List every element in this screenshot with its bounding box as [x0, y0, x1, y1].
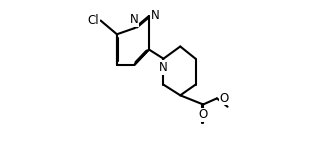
Text: Cl: Cl — [87, 14, 99, 27]
Text: N: N — [159, 61, 168, 74]
Text: O: O — [219, 92, 228, 105]
Text: N: N — [151, 9, 160, 22]
Text: N: N — [130, 13, 139, 26]
Text: O: O — [199, 108, 208, 121]
